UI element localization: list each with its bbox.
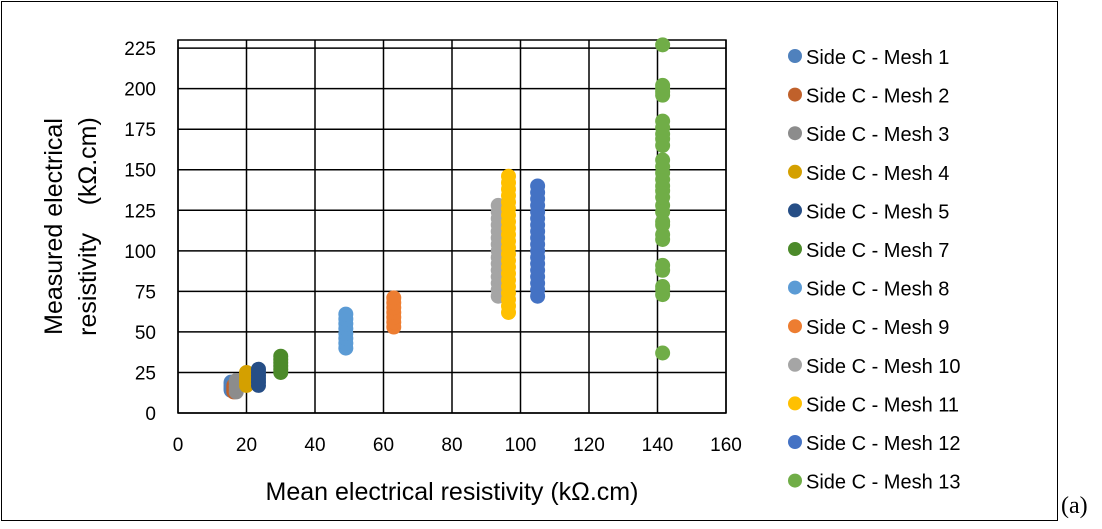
data-point: [655, 77, 671, 93]
legend-entry: Side C - Mesh 10: [806, 356, 961, 378]
y-tick-label: 75: [135, 282, 156, 303]
legend-marker: [788, 357, 802, 372]
x-tick-label: 120: [573, 435, 605, 456]
legend-entry: Side C - Mesh 12: [806, 433, 961, 455]
y-axis-label-line-2: resistivity (kΩ.cm): [74, 117, 102, 336]
data-point: [655, 257, 671, 273]
x-tick-label: 100: [505, 435, 537, 456]
y-tick-label: 225: [124, 39, 156, 60]
legend-marker: [788, 435, 802, 449]
legend-marker: [788, 49, 802, 63]
data-point: [655, 113, 671, 129]
legend-entry: Side C - Mesh 13: [806, 472, 961, 494]
legend-marker: [788, 396, 802, 411]
legend-entry: Side C - Mesh 9: [806, 317, 949, 339]
y-axis-label: Measured electrical: [40, 118, 68, 335]
x-tick-label: 60: [373, 435, 394, 456]
x-tick-label: 140: [642, 435, 674, 456]
legend-entry: Side C - Mesh 2: [806, 86, 949, 108]
x-tick-label: 160: [710, 435, 742, 456]
data-point: [250, 361, 266, 377]
data-point: [655, 37, 671, 53]
legend-entry: Side C - Mesh 8: [806, 279, 949, 301]
y-tick-label: 25: [135, 363, 156, 384]
y-tick-label: 200: [124, 80, 156, 101]
y-tick-label: 50: [135, 323, 156, 344]
x-tick-label: 20: [236, 435, 257, 456]
legend-entry: Side C - Mesh 4: [806, 163, 949, 185]
data-point: [655, 279, 671, 295]
chart-frame: [1, 1, 1058, 521]
y-tick-label: 100: [124, 242, 156, 263]
legend-entry: Side C - Mesh 7: [806, 240, 949, 262]
data-point: [655, 345, 671, 361]
data-point: [386, 290, 402, 306]
legend-marker: [788, 473, 802, 488]
data-point: [530, 178, 546, 194]
legend-marker: [788, 203, 802, 218]
legend-marker: [788, 126, 802, 141]
x-tick-label: 40: [304, 435, 325, 456]
y-tick-label: 0: [145, 404, 156, 425]
legend-marker: [788, 319, 802, 334]
legend-entry: Side C - Mesh 11: [806, 394, 959, 416]
legend-marker: [788, 164, 802, 179]
legend-marker: [788, 87, 802, 102]
data-point: [273, 348, 289, 364]
legend-entry: Side C - Mesh 3: [806, 124, 949, 146]
y-tick-label: 175: [124, 120, 156, 141]
y-tick-label: 150: [124, 161, 156, 182]
data-point: [501, 168, 517, 184]
data-point: [338, 306, 354, 322]
legend-marker: [788, 280, 802, 295]
data-point: [239, 364, 254, 380]
x-tick-label: 0: [173, 435, 184, 456]
x-axis-label: Mean electrical resistivity (kΩ.cm): [266, 478, 639, 506]
legend-entry: Side C - Mesh 5: [806, 201, 949, 223]
scatter-chart: 0 20 40 60 80 100 120 140 160 0 25 50 75 100 125 150 175…: [40, 37, 961, 506]
data-point: [655, 152, 671, 168]
x-tick-label: 80: [441, 435, 462, 456]
y-tick-label: 125: [124, 201, 156, 222]
legend-marker: [788, 242, 802, 256]
legend-entry: Side C - Mesh 1: [806, 47, 949, 69]
panel-label: (a): [1061, 493, 1088, 519]
